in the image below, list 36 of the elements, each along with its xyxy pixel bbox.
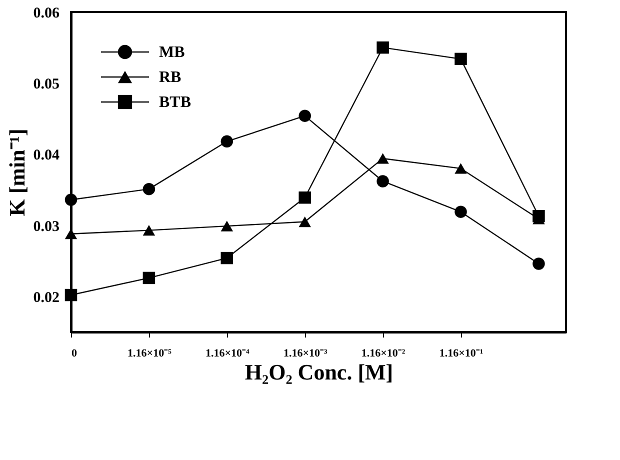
y-tick-label: 0.03 [33,218,60,235]
point [298,191,311,204]
x-tick-label: 1.16×10⁻² [361,348,406,360]
y-tick-label: 0.05 [33,76,60,93]
point [220,252,234,264]
point [220,220,234,232]
point [454,52,467,66]
x-tick-label: 1.16×10⁻¹ [439,348,484,360]
y-tick-label: 0.02 [33,290,60,306]
legend-label: RB [159,69,182,86]
y-axis-title: K [min⁻¹] [4,128,30,216]
point [376,153,389,164]
point [142,225,156,236]
x-tick-label: 1.16×10⁻³ [283,348,328,360]
point [142,272,156,284]
point [298,110,311,122]
y-tick-label: 0.04 [33,148,60,164]
point [298,216,311,228]
x-tick-label: 1.16×10⁻⁵ [128,348,172,360]
point [376,175,389,188]
point [64,228,78,240]
point [376,41,389,54]
point [64,194,78,206]
point [64,288,78,302]
y-tick-label: 0.06 [33,6,60,22]
x-tick-label: 1.16×10⁻⁴ [205,348,250,360]
point [454,206,467,218]
x-tick-label: 0 [72,348,78,360]
legend-label: MB [159,44,186,61]
x-axis-title: H₂O₂ Conc. [M] [244,360,394,384]
point [532,210,545,222]
point [220,135,234,148]
point [532,258,545,270]
legend-label: BTB [159,94,192,111]
point [454,163,467,174]
point [142,182,156,196]
